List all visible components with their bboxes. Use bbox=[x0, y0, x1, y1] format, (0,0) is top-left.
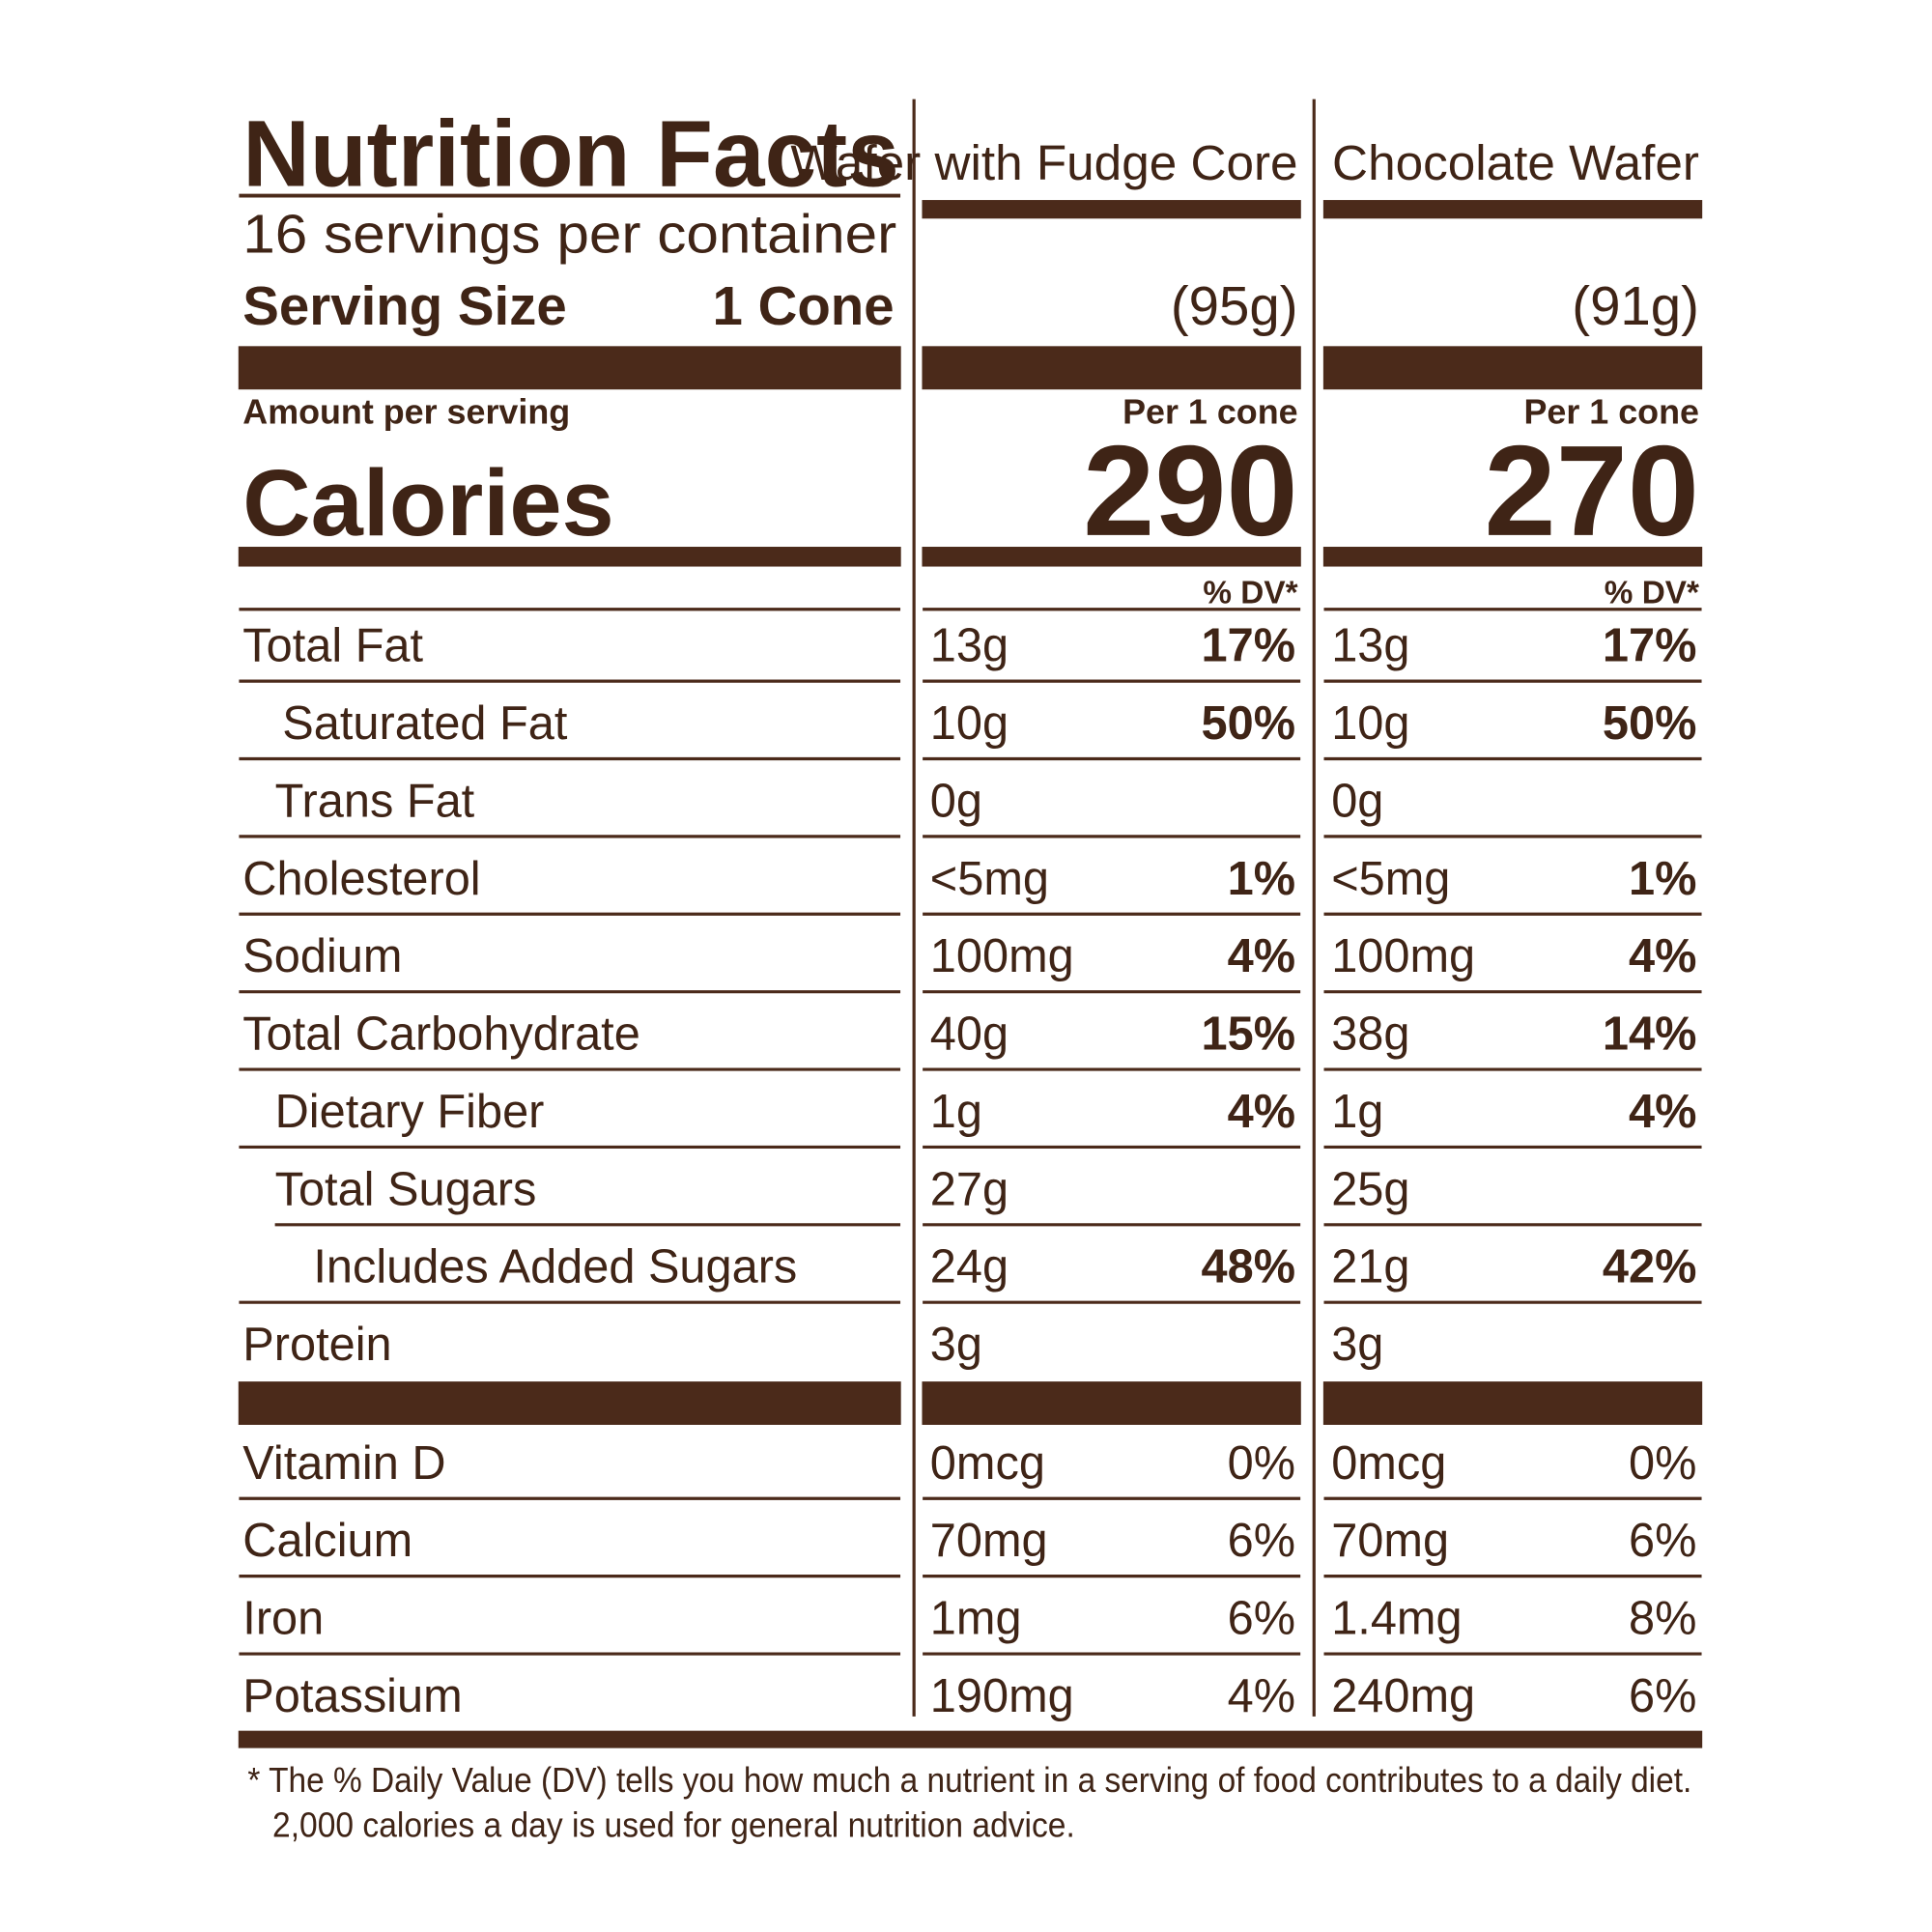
nutrient-amount: 100mg bbox=[1331, 930, 1475, 982]
rule-bar bbox=[1322, 1381, 1703, 1425]
nutrient-amount: 1.4mg bbox=[1331, 1593, 1462, 1645]
nutrient-dv: 4% bbox=[1629, 1086, 1696, 1138]
per-serving: Per 1 cone bbox=[1524, 392, 1699, 431]
nutrient-amount: 3g bbox=[930, 1319, 982, 1371]
nutrient-amount: 10g bbox=[930, 697, 1009, 750]
rule-bar bbox=[922, 346, 1301, 390]
nutrient-dv: 4% bbox=[1228, 930, 1295, 982]
nutrient-amount: 100mg bbox=[930, 930, 1074, 982]
nutrient-dv: 6% bbox=[1228, 1515, 1295, 1567]
nutrient-dv: 17% bbox=[1202, 620, 1295, 672]
product-name: Chocolate Wafer bbox=[1332, 135, 1699, 190]
nutrient-dv: 42% bbox=[1603, 1241, 1696, 1293]
nutrient-dv: 0% bbox=[1228, 1437, 1295, 1490]
nutrient-dv: 15% bbox=[1202, 1009, 1295, 1061]
nutrient-dv: 1% bbox=[1629, 853, 1696, 905]
nutrient-label: Cholesterol bbox=[242, 853, 480, 905]
nutrient-dv: 4% bbox=[1228, 1086, 1295, 1138]
nutrient-amount: <5mg bbox=[930, 853, 1049, 905]
nutrient-amount: 70mg bbox=[930, 1515, 1048, 1567]
nutrient-amount: 0g bbox=[1331, 775, 1383, 827]
serving-size-value: 1 Cone bbox=[713, 275, 895, 336]
nutrient-amount: 3g bbox=[1331, 1319, 1383, 1371]
footnote: 2,000 calories a day is used for general… bbox=[272, 1805, 1075, 1844]
nutrient-dv: 14% bbox=[1603, 1009, 1696, 1061]
nutrient-amount: 240mg bbox=[1331, 1670, 1475, 1722]
nutrient-label: Dietary Fiber bbox=[275, 1086, 545, 1138]
serving-weight: (95g) bbox=[1171, 275, 1298, 336]
nutrient-amount: 10g bbox=[1331, 697, 1409, 750]
nutrient-amount: 21g bbox=[1331, 1241, 1409, 1293]
serving-weight: (91g) bbox=[1572, 275, 1699, 336]
dv-header: % DV* bbox=[1203, 575, 1297, 611]
nutrient-amount: <5mg bbox=[1331, 853, 1450, 905]
rule-bar bbox=[238, 547, 901, 567]
rule-bar bbox=[1322, 200, 1703, 219]
nutrient-label: Total Sugars bbox=[275, 1163, 537, 1215]
nutrient-amount: 70mg bbox=[1331, 1515, 1449, 1567]
nutrient-label: Total Fat bbox=[242, 620, 423, 672]
nutrient-label: Calcium bbox=[242, 1515, 412, 1567]
rule-bar bbox=[238, 346, 901, 390]
nutrient-amount: 1g bbox=[1331, 1086, 1383, 1138]
nutrient-dv: 4% bbox=[1228, 1670, 1295, 1722]
nutrient-amount: 13g bbox=[930, 620, 1009, 672]
per-serving: Per 1 cone bbox=[1122, 392, 1297, 431]
nutrient-label: Trans Fat bbox=[275, 775, 475, 827]
rule-bar bbox=[238, 1730, 1703, 1748]
serving-size-label: Serving Size bbox=[242, 275, 566, 336]
rule-bar bbox=[1322, 547, 1703, 567]
nutrient-label: Saturated Fat bbox=[282, 697, 568, 750]
nutrient-label: Includes Added Sugars bbox=[313, 1241, 797, 1293]
nutrient-label: Vitamin D bbox=[242, 1437, 445, 1490]
footnote: * The % Daily Value (DV) tells you how m… bbox=[247, 1761, 1691, 1800]
nutrient-amount: 1mg bbox=[930, 1593, 1022, 1645]
servings: 16 servings per container bbox=[242, 204, 896, 265]
nutrient-dv: 50% bbox=[1202, 697, 1295, 750]
nutrient-amount: 40g bbox=[930, 1009, 1009, 1061]
nutrient-dv: 8% bbox=[1629, 1593, 1696, 1645]
nutrient-dv: 6% bbox=[1629, 1515, 1696, 1567]
calories-value: 290 bbox=[1083, 419, 1297, 563]
nutrient-amount: 1g bbox=[930, 1086, 982, 1138]
nutrient-label: Protein bbox=[242, 1319, 391, 1371]
rule-bar bbox=[238, 1381, 901, 1425]
nutrient-amount: 13g bbox=[1331, 620, 1409, 672]
nutrient-label: Iron bbox=[242, 1593, 324, 1645]
nutrient-dv: 17% bbox=[1603, 620, 1696, 672]
calories-label: Calories bbox=[242, 450, 613, 555]
rule-bar bbox=[922, 1381, 1301, 1425]
nutrient-dv: 50% bbox=[1603, 697, 1696, 750]
product-name: Wafer with Fudge Core bbox=[790, 135, 1297, 190]
nutrient-dv: 6% bbox=[1629, 1670, 1696, 1722]
amount-per-serving: Amount per serving bbox=[242, 392, 570, 431]
rule-bar bbox=[922, 200, 1301, 219]
nutrient-label: Sodium bbox=[242, 930, 402, 982]
rule-bar bbox=[922, 547, 1301, 567]
nutrient-dv: 0% bbox=[1629, 1437, 1696, 1490]
title: Nutrition Facts bbox=[242, 100, 898, 206]
nutrient-amount: 0mcg bbox=[1331, 1437, 1446, 1490]
nutrient-amount: 27g bbox=[930, 1163, 1009, 1215]
nutrient-dv: 6% bbox=[1228, 1593, 1295, 1645]
nutrient-amount: 0g bbox=[930, 775, 982, 827]
nutrient-dv: 4% bbox=[1629, 930, 1696, 982]
nutrient-dv: 1% bbox=[1228, 853, 1295, 905]
nutrient-amount: 24g bbox=[930, 1241, 1009, 1293]
nutrient-label: Total Carbohydrate bbox=[242, 1009, 640, 1061]
nutrient-dv: 48% bbox=[1202, 1241, 1295, 1293]
nutrient-amount: 190mg bbox=[930, 1670, 1074, 1722]
nutrient-amount: 0mcg bbox=[930, 1437, 1045, 1490]
nutrient-amount: 38g bbox=[1331, 1009, 1409, 1061]
rule-bar bbox=[1322, 346, 1703, 390]
nutrient-amount: 25g bbox=[1331, 1163, 1409, 1215]
dv-header: % DV* bbox=[1605, 575, 1699, 611]
nutrient-label: Potassium bbox=[242, 1670, 462, 1722]
calories-value: 270 bbox=[1485, 419, 1699, 563]
